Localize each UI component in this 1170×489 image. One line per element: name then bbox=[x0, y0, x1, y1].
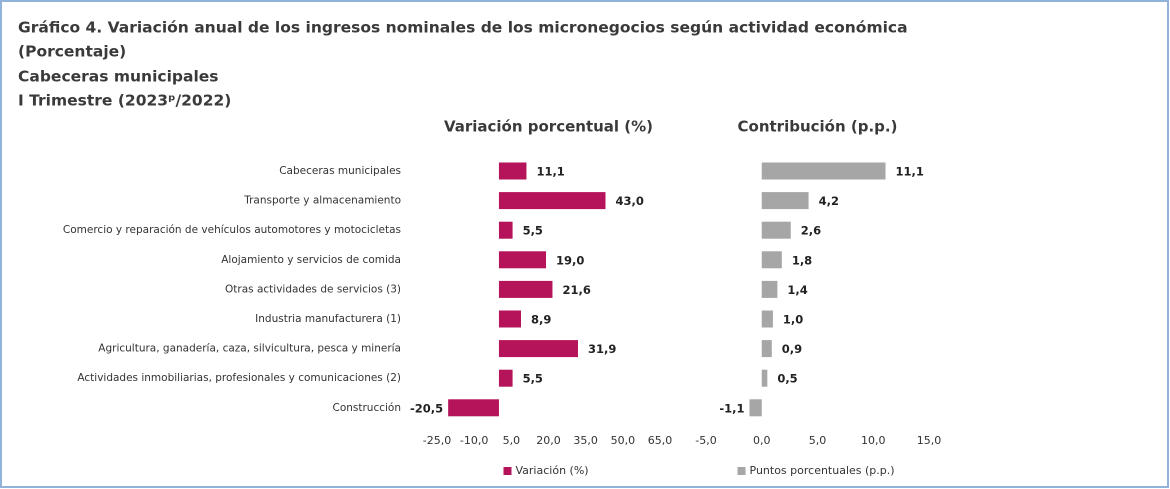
x-tick-label: 10,0 bbox=[861, 434, 886, 447]
legend-swatch bbox=[503, 467, 512, 475]
x-tick-label: 50,0 bbox=[611, 434, 636, 447]
panel-title: Variación porcentual (%) bbox=[444, 118, 653, 136]
value-label: -1,1 bbox=[719, 401, 744, 415]
value-label: 1,8 bbox=[792, 253, 812, 267]
x-tick-label: 20,0 bbox=[536, 434, 561, 447]
category-label: Agricultura, ganadería, caza, silvicultu… bbox=[98, 343, 401, 355]
value-label: 5,5 bbox=[523, 372, 543, 386]
x-tick-label: -25,0 bbox=[423, 434, 451, 447]
value-label: -20,5 bbox=[410, 401, 443, 415]
bar bbox=[761, 310, 773, 328]
title: Cabeceras municipales bbox=[18, 68, 219, 86]
bar bbox=[498, 192, 606, 210]
bar bbox=[761, 192, 809, 210]
category-label: Construcción bbox=[332, 402, 401, 414]
value-label: 0,5 bbox=[777, 372, 797, 386]
category-label: Industria manufacturera (1) bbox=[255, 313, 401, 325]
category-label: Transporte y almacenamiento bbox=[243, 195, 401, 207]
bar bbox=[761, 280, 778, 298]
value-label: 0,9 bbox=[782, 342, 802, 356]
value-label: 19,0 bbox=[556, 253, 584, 267]
title: Gráfico 4. Variación anual de los ingres… bbox=[18, 19, 908, 37]
value-label: 31,9 bbox=[588, 342, 616, 356]
value-label: 4,2 bbox=[819, 194, 839, 208]
bar bbox=[498, 280, 553, 298]
value-label: 11,1 bbox=[536, 165, 564, 179]
legend-label: Puntos porcentuales (p.p.) bbox=[750, 464, 895, 477]
bar bbox=[448, 399, 499, 417]
value-label: 5,5 bbox=[523, 224, 543, 238]
value-label: 1,4 bbox=[787, 283, 807, 297]
bar bbox=[498, 162, 527, 180]
category-label: Otras actividades de servicios (3) bbox=[225, 283, 401, 295]
title: I Trimestre (2023ᵖ/2022) bbox=[18, 92, 231, 110]
bar bbox=[498, 340, 578, 358]
bar bbox=[761, 221, 791, 239]
bar bbox=[761, 251, 782, 269]
legend-label: Variación (%) bbox=[516, 464, 589, 477]
title: (Porcentaje) bbox=[18, 43, 126, 61]
bar bbox=[761, 340, 772, 358]
bar bbox=[749, 399, 762, 417]
x-tick-label: -5,0 bbox=[695, 434, 716, 447]
x-tick-label: 5,0 bbox=[503, 434, 521, 447]
category-label: Alojamiento y servicios de comida bbox=[221, 254, 401, 266]
legend-swatch bbox=[737, 467, 746, 475]
x-tick-label: 65,0 bbox=[648, 434, 673, 447]
x-tick-label: 15,0 bbox=[917, 434, 942, 447]
value-label: 2,6 bbox=[801, 224, 821, 238]
category-label: Actividades inmobiliarias, profesionales… bbox=[77, 372, 401, 384]
bar bbox=[498, 251, 547, 269]
category-label: Comercio y reparación de vehículos autom… bbox=[63, 224, 401, 236]
value-label: 1,0 bbox=[783, 313, 803, 327]
bar bbox=[498, 369, 513, 387]
value-label: 11,1 bbox=[896, 165, 924, 179]
category-label: Cabeceras municipales bbox=[279, 165, 401, 177]
value-label: 8,9 bbox=[531, 313, 551, 327]
x-tick-label: 35,0 bbox=[573, 434, 598, 447]
x-tick-label: 5,0 bbox=[809, 434, 827, 447]
panel-title: Contribución (p.p.) bbox=[738, 118, 898, 136]
value-label: 43,0 bbox=[615, 194, 643, 208]
value-label: 21,6 bbox=[562, 283, 590, 297]
bar bbox=[498, 310, 521, 328]
bar bbox=[761, 369, 768, 387]
x-tick-label: 0,0 bbox=[753, 434, 771, 447]
bar bbox=[498, 221, 513, 239]
x-tick-label: -10,0 bbox=[460, 434, 488, 447]
bar bbox=[761, 162, 886, 180]
